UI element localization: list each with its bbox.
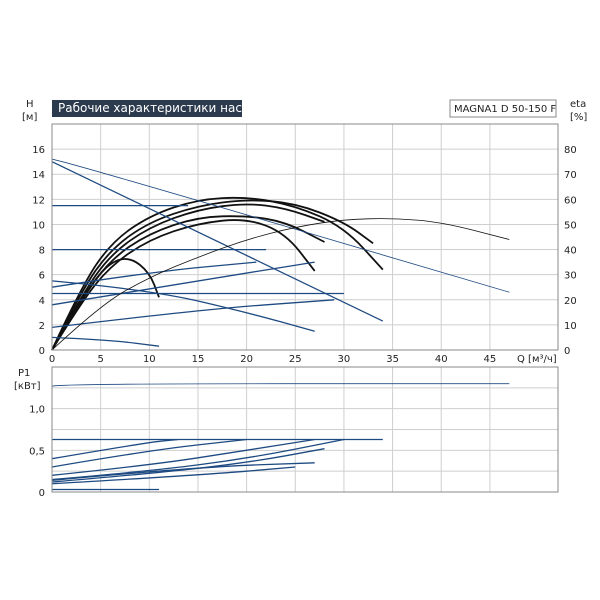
title-banner <box>52 100 242 117</box>
x-tick-label: 30 <box>338 354 351 365</box>
y-tick-label: 2 <box>39 321 45 332</box>
power-curve <box>51 438 247 468</box>
hq-curve <box>51 161 384 322</box>
hq-curve <box>51 258 160 351</box>
y-left-unit: [м] <box>22 112 37 123</box>
x-tick-label: 20 <box>240 354 253 365</box>
x-tick-label: 15 <box>192 354 205 365</box>
y-tick-label: 0 <box>39 346 45 357</box>
x-tick-label: 35 <box>386 354 399 365</box>
y-tick-label: 6 <box>39 271 45 282</box>
y-tick-label: 10 <box>32 220 45 231</box>
tick-labels: 0 5 10 15 20 25 30 35 40 45 0 2 4 6 8 10 12 14 16 0 10 20 30 40… <box>29 145 577 499</box>
y2-tick-label: 20 <box>564 296 577 307</box>
y-tick-label: 16 <box>32 145 45 156</box>
hq-curve <box>51 158 510 293</box>
top-frame <box>51 123 559 351</box>
x-tick-label: 5 <box>97 354 103 365</box>
y2-tick-label: 60 <box>564 195 577 206</box>
y2-tick-label: 40 <box>564 246 577 257</box>
p1-tick-label: 0,5 <box>29 446 45 457</box>
x-tick-label: 10 <box>143 354 156 365</box>
hq-curve <box>51 336 160 347</box>
y2-tick-label: 10 <box>564 321 577 332</box>
y-right-label: eta <box>570 99 586 110</box>
x-axis-label: Q [м³/ч] <box>517 354 557 365</box>
bottom-frame <box>51 366 559 493</box>
y-left-label: H <box>26 99 34 110</box>
model-label: MAGNA1 D 50-150 F <box>454 104 556 115</box>
x-tick-label: 25 <box>289 354 302 365</box>
x-tick-label: 40 <box>435 354 448 365</box>
hq-curve <box>51 196 384 351</box>
y2-tick-label: 30 <box>564 271 577 282</box>
x-tick-label: 45 <box>484 354 497 365</box>
model-box <box>449 99 557 118</box>
power-curve <box>51 466 296 485</box>
hq-curve <box>51 261 315 306</box>
x-tick-label: 0 <box>49 354 55 365</box>
power-curve <box>51 462 315 481</box>
power-curve <box>51 383 510 387</box>
y2-tick-label: 0 <box>564 346 570 357</box>
hq-curve <box>51 203 325 351</box>
hq-curve <box>51 280 315 332</box>
y-tick-label: 12 <box>32 195 45 206</box>
p1-tick-label: 1,0 <box>29 405 45 416</box>
y-tick-label: 8 <box>39 246 45 257</box>
y-right-unit: [%] <box>570 112 587 123</box>
p1-tick-label: 0 <box>39 488 45 499</box>
chart-title: Рабочие характеристики насоса <box>58 101 263 115</box>
power-curves <box>51 383 510 491</box>
y2-tick-label: 70 <box>564 170 577 181</box>
power-curve <box>51 438 179 460</box>
p1-unit: [кВт] <box>14 381 41 392</box>
hq-curve <box>51 219 316 351</box>
y-tick-label: 14 <box>32 170 45 181</box>
y-tick-label: 4 <box>39 296 45 307</box>
y2-tick-label: 80 <box>564 145 577 156</box>
hq-curve <box>51 299 335 329</box>
efficiency-curve <box>51 218 510 351</box>
p1-label: P1 <box>18 368 30 379</box>
power-curve <box>51 438 345 481</box>
y2-tick-label: 50 <box>564 220 577 231</box>
hq-curve <box>51 199 374 351</box>
power-curve <box>51 438 315 476</box>
hq-curves <box>51 158 510 351</box>
